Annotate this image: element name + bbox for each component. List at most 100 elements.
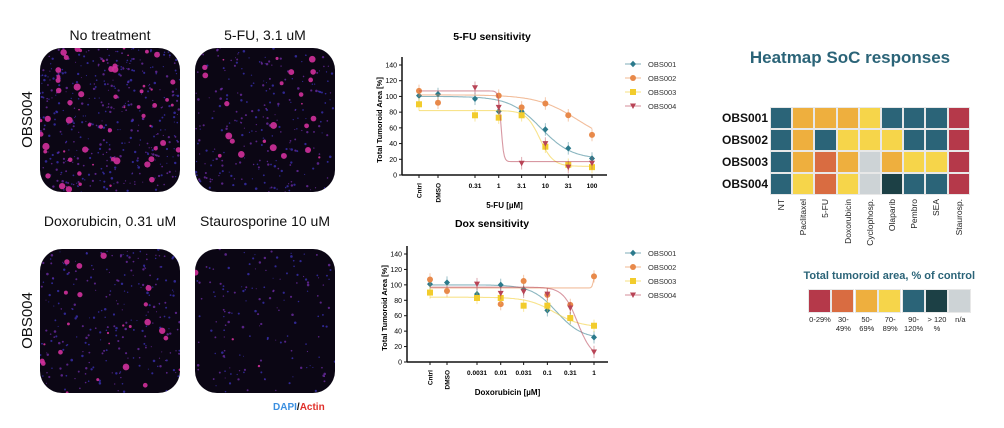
cell-dot xyxy=(84,341,87,344)
cell-dot xyxy=(160,174,163,177)
cell-dot xyxy=(228,311,231,314)
cell-dot xyxy=(151,66,154,68)
cell-dot xyxy=(175,99,179,102)
cell-dot xyxy=(141,283,145,287)
x-axis-label: 5-FU [µM] xyxy=(486,201,523,210)
cell-dot xyxy=(138,356,141,359)
cell-dot xyxy=(260,129,263,132)
x-tick-label: 0.31 xyxy=(564,370,577,377)
cell-dot xyxy=(301,129,303,132)
stain-separator: / xyxy=(296,402,300,413)
cell-dot xyxy=(110,106,113,109)
cell-dot xyxy=(143,266,146,268)
data-point-obs003 xyxy=(427,289,433,296)
cell-dot xyxy=(127,357,129,359)
cell-dot xyxy=(223,310,226,313)
cell-dot xyxy=(159,129,162,131)
tumoroid-dot xyxy=(44,115,51,122)
cell-dot xyxy=(110,177,114,180)
y-tick-label: 40 xyxy=(389,141,397,148)
cell-dot xyxy=(50,63,52,65)
tumoroid-dot xyxy=(63,150,66,153)
panel-label-no-treatment: No treatment xyxy=(69,27,151,43)
cell-dot xyxy=(50,262,53,265)
tumoroid-dot xyxy=(78,48,83,53)
tumoroid-dot xyxy=(82,146,89,153)
cell-dot xyxy=(105,295,108,298)
fit-curve-obs002 xyxy=(430,278,595,289)
cell-dot xyxy=(163,114,166,116)
cell-dot xyxy=(224,69,226,72)
data-point-obs001 xyxy=(427,280,433,288)
tumoroid-dot xyxy=(175,147,180,153)
cell-dot xyxy=(195,92,197,94)
cell-dot xyxy=(73,122,75,125)
cell-dot xyxy=(105,329,108,332)
stain-actin: Actin xyxy=(299,402,325,413)
cell-dot xyxy=(171,90,175,93)
cell-dot xyxy=(166,333,169,336)
cell-dot xyxy=(112,313,116,316)
cell-dot xyxy=(168,104,171,108)
cell-dot xyxy=(280,65,282,67)
cell-dot xyxy=(126,189,129,192)
tumoroid-dot xyxy=(310,115,317,122)
legend-swatch-label: 30-49% xyxy=(835,315,851,333)
cell-dot xyxy=(113,183,115,185)
cell-dot xyxy=(258,168,260,170)
cell-dot xyxy=(196,363,200,367)
cell-dot xyxy=(61,340,64,343)
cell-dot xyxy=(139,110,141,112)
legend-label-obs001: OBS001 xyxy=(648,60,676,69)
data-point-obs001 xyxy=(591,334,597,341)
cell-dot xyxy=(141,117,145,121)
cell-dot xyxy=(72,82,74,85)
cell-dot xyxy=(279,131,282,133)
cell-dot xyxy=(289,295,293,298)
heatmap-row-label: OBS004 xyxy=(722,177,769,191)
cell-dot xyxy=(120,282,124,286)
tumoroid-dot xyxy=(40,361,46,366)
tumoroid-dot xyxy=(160,139,167,146)
cell-dot xyxy=(118,347,121,350)
cell-dot xyxy=(327,80,329,82)
heatmap-column-label: Cyclophosp. xyxy=(864,199,875,246)
cell-dot xyxy=(88,97,90,99)
cell-dot xyxy=(197,112,200,114)
fit-curve-obs004 xyxy=(419,90,592,163)
cell-dot xyxy=(205,265,208,268)
cell-dot xyxy=(212,268,215,270)
tumoroid-dot xyxy=(142,382,148,388)
legend-marker xyxy=(630,292,636,298)
cell-dot xyxy=(98,147,102,151)
cell-dot xyxy=(168,316,171,319)
cell-dot xyxy=(175,72,178,75)
cell-dot xyxy=(252,163,255,166)
cell-dot xyxy=(92,87,96,91)
cell-dot xyxy=(58,84,61,87)
cell-dot xyxy=(115,50,117,53)
cell-dot xyxy=(165,306,168,309)
tumoroid-dot xyxy=(144,318,151,326)
cell-dot xyxy=(219,48,221,49)
cell-dot xyxy=(141,70,144,72)
cell-dot xyxy=(199,125,201,127)
cell-dot xyxy=(107,106,110,108)
cell-dot xyxy=(46,372,48,374)
cell-dot xyxy=(70,97,72,100)
cell-dot xyxy=(305,343,307,345)
cell-dot xyxy=(265,107,268,110)
tumoroid-dot xyxy=(269,144,277,152)
cell-dot xyxy=(302,80,304,83)
tumoroid-dot xyxy=(149,124,152,128)
cell-dot xyxy=(276,119,278,121)
cell-dot xyxy=(222,288,225,291)
cell-dot xyxy=(103,307,107,311)
legend-swatch-label: 50-69% xyxy=(859,315,875,333)
cell-dot xyxy=(222,67,225,70)
cell-dot xyxy=(42,375,44,377)
cell-dot xyxy=(99,179,101,182)
tumoroid-dot xyxy=(87,123,92,127)
cell-dot xyxy=(55,168,58,171)
cell-dot xyxy=(99,339,102,341)
